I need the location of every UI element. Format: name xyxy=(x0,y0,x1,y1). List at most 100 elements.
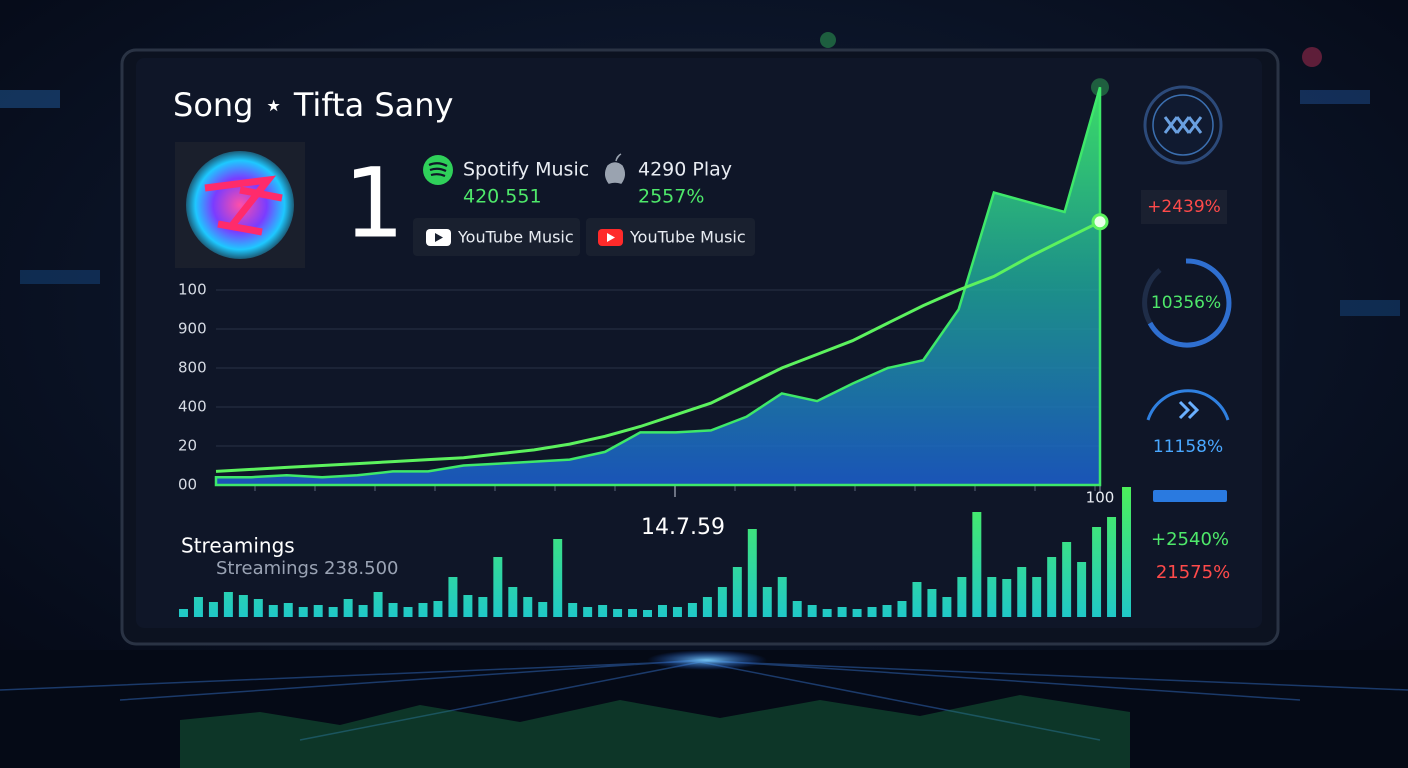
bar xyxy=(672,607,682,617)
platform-stat: 420.551 xyxy=(463,186,542,208)
bar xyxy=(358,605,368,617)
y-tick-label: 400 xyxy=(178,398,207,416)
sidebar-stat: +2439% xyxy=(1147,197,1221,217)
y-tick-label: 100 xyxy=(178,281,207,299)
bar xyxy=(238,595,248,617)
bar xyxy=(598,605,608,617)
bar xyxy=(942,597,952,617)
bar xyxy=(613,609,623,617)
bar xyxy=(268,605,278,617)
bar xyxy=(657,605,667,617)
bar xyxy=(747,529,757,617)
bar xyxy=(523,597,533,617)
bar xyxy=(927,589,937,617)
song-title: Song ⋆ Tifta Sany xyxy=(173,86,453,124)
bar xyxy=(433,601,443,617)
bar xyxy=(463,595,473,617)
chart-subtitle: Streamings 238.500 xyxy=(216,558,399,579)
bar xyxy=(628,609,638,617)
bar xyxy=(403,607,413,617)
bar xyxy=(912,582,922,617)
bar xyxy=(807,605,817,617)
line xyxy=(215,220,1101,473)
bar xyxy=(253,599,263,617)
bar xyxy=(493,557,503,617)
bar xyxy=(448,577,458,617)
stat-box xyxy=(1141,190,1227,224)
bar xyxy=(568,603,578,617)
bar xyxy=(1032,577,1042,617)
platform-name: 4290 Play xyxy=(638,159,732,181)
sidebar-stat: 11158% xyxy=(1153,437,1223,457)
bar xyxy=(822,609,832,617)
bar xyxy=(508,587,518,617)
annotation: 14.7.59 xyxy=(641,515,725,540)
sidebar-stat: +2540% xyxy=(1151,529,1229,550)
bar xyxy=(1047,557,1057,617)
sidebar-stat: 21575% xyxy=(1156,562,1230,583)
bar xyxy=(702,597,712,617)
progress-ring-track xyxy=(1142,268,1162,325)
y-tick-label: 00 xyxy=(178,476,197,494)
x-tick-label: 100 xyxy=(1086,489,1115,507)
bar xyxy=(732,567,742,617)
bar xyxy=(193,597,203,617)
bar xyxy=(897,601,907,617)
bar xyxy=(283,603,293,617)
bar xyxy=(1017,567,1027,617)
bar xyxy=(538,602,548,617)
bar xyxy=(373,592,383,617)
bar xyxy=(987,577,997,617)
bar xyxy=(208,602,218,617)
bar xyxy=(223,592,233,617)
album-art xyxy=(175,142,305,268)
bar xyxy=(643,610,653,617)
bar xyxy=(957,577,967,617)
bar xyxy=(1077,562,1087,617)
bar xyxy=(553,539,563,617)
bar xyxy=(882,605,892,617)
button-label: YouTube Music xyxy=(629,228,746,247)
bar xyxy=(313,605,323,617)
bar xyxy=(343,599,353,617)
sidebar-icon xyxy=(1143,85,1223,165)
y-tick-label: 900 xyxy=(178,320,207,338)
spotify-icon-waves xyxy=(428,162,448,178)
bar xyxy=(717,587,727,617)
chevron-icon xyxy=(1178,400,1200,420)
bar xyxy=(298,607,308,617)
bar xyxy=(1002,579,1012,617)
platform-stat: 2557% xyxy=(638,186,704,208)
indicator-bar xyxy=(1153,490,1227,502)
floor xyxy=(0,650,1408,768)
bar xyxy=(1092,527,1102,617)
y-tick-label: 20 xyxy=(178,437,197,455)
peak-glow xyxy=(1091,78,1109,97)
chart-title: Streamings xyxy=(181,534,295,558)
rank: 1 xyxy=(343,147,404,259)
bar xyxy=(762,587,772,617)
bar xyxy=(178,609,188,617)
bar xyxy=(1122,487,1132,617)
progress-ring xyxy=(1147,258,1232,348)
spotify-icon xyxy=(423,155,453,185)
bar xyxy=(687,603,697,617)
charts: 100 900 800 400 20 00 100 14.7.59 StreamingsStre… xyxy=(178,78,1132,617)
bar xyxy=(388,603,398,617)
bar xyxy=(867,607,877,617)
bar xyxy=(1062,542,1072,617)
background-bokeh xyxy=(0,32,1400,316)
apple-icon xyxy=(605,153,625,184)
youtube-button[interactable]: YouTube Music xyxy=(586,218,755,256)
platform-name: Spotify Music xyxy=(463,159,589,181)
bar xyxy=(837,607,847,617)
y-tick-label: 800 xyxy=(178,359,207,377)
youtube-button[interactable]: YouTube Music xyxy=(413,218,580,256)
bar xyxy=(777,577,787,617)
end-marker xyxy=(1091,213,1109,231)
gauge-arc xyxy=(1146,389,1230,421)
bar xyxy=(583,607,593,617)
bar xyxy=(1107,517,1117,617)
bar xyxy=(792,601,802,617)
